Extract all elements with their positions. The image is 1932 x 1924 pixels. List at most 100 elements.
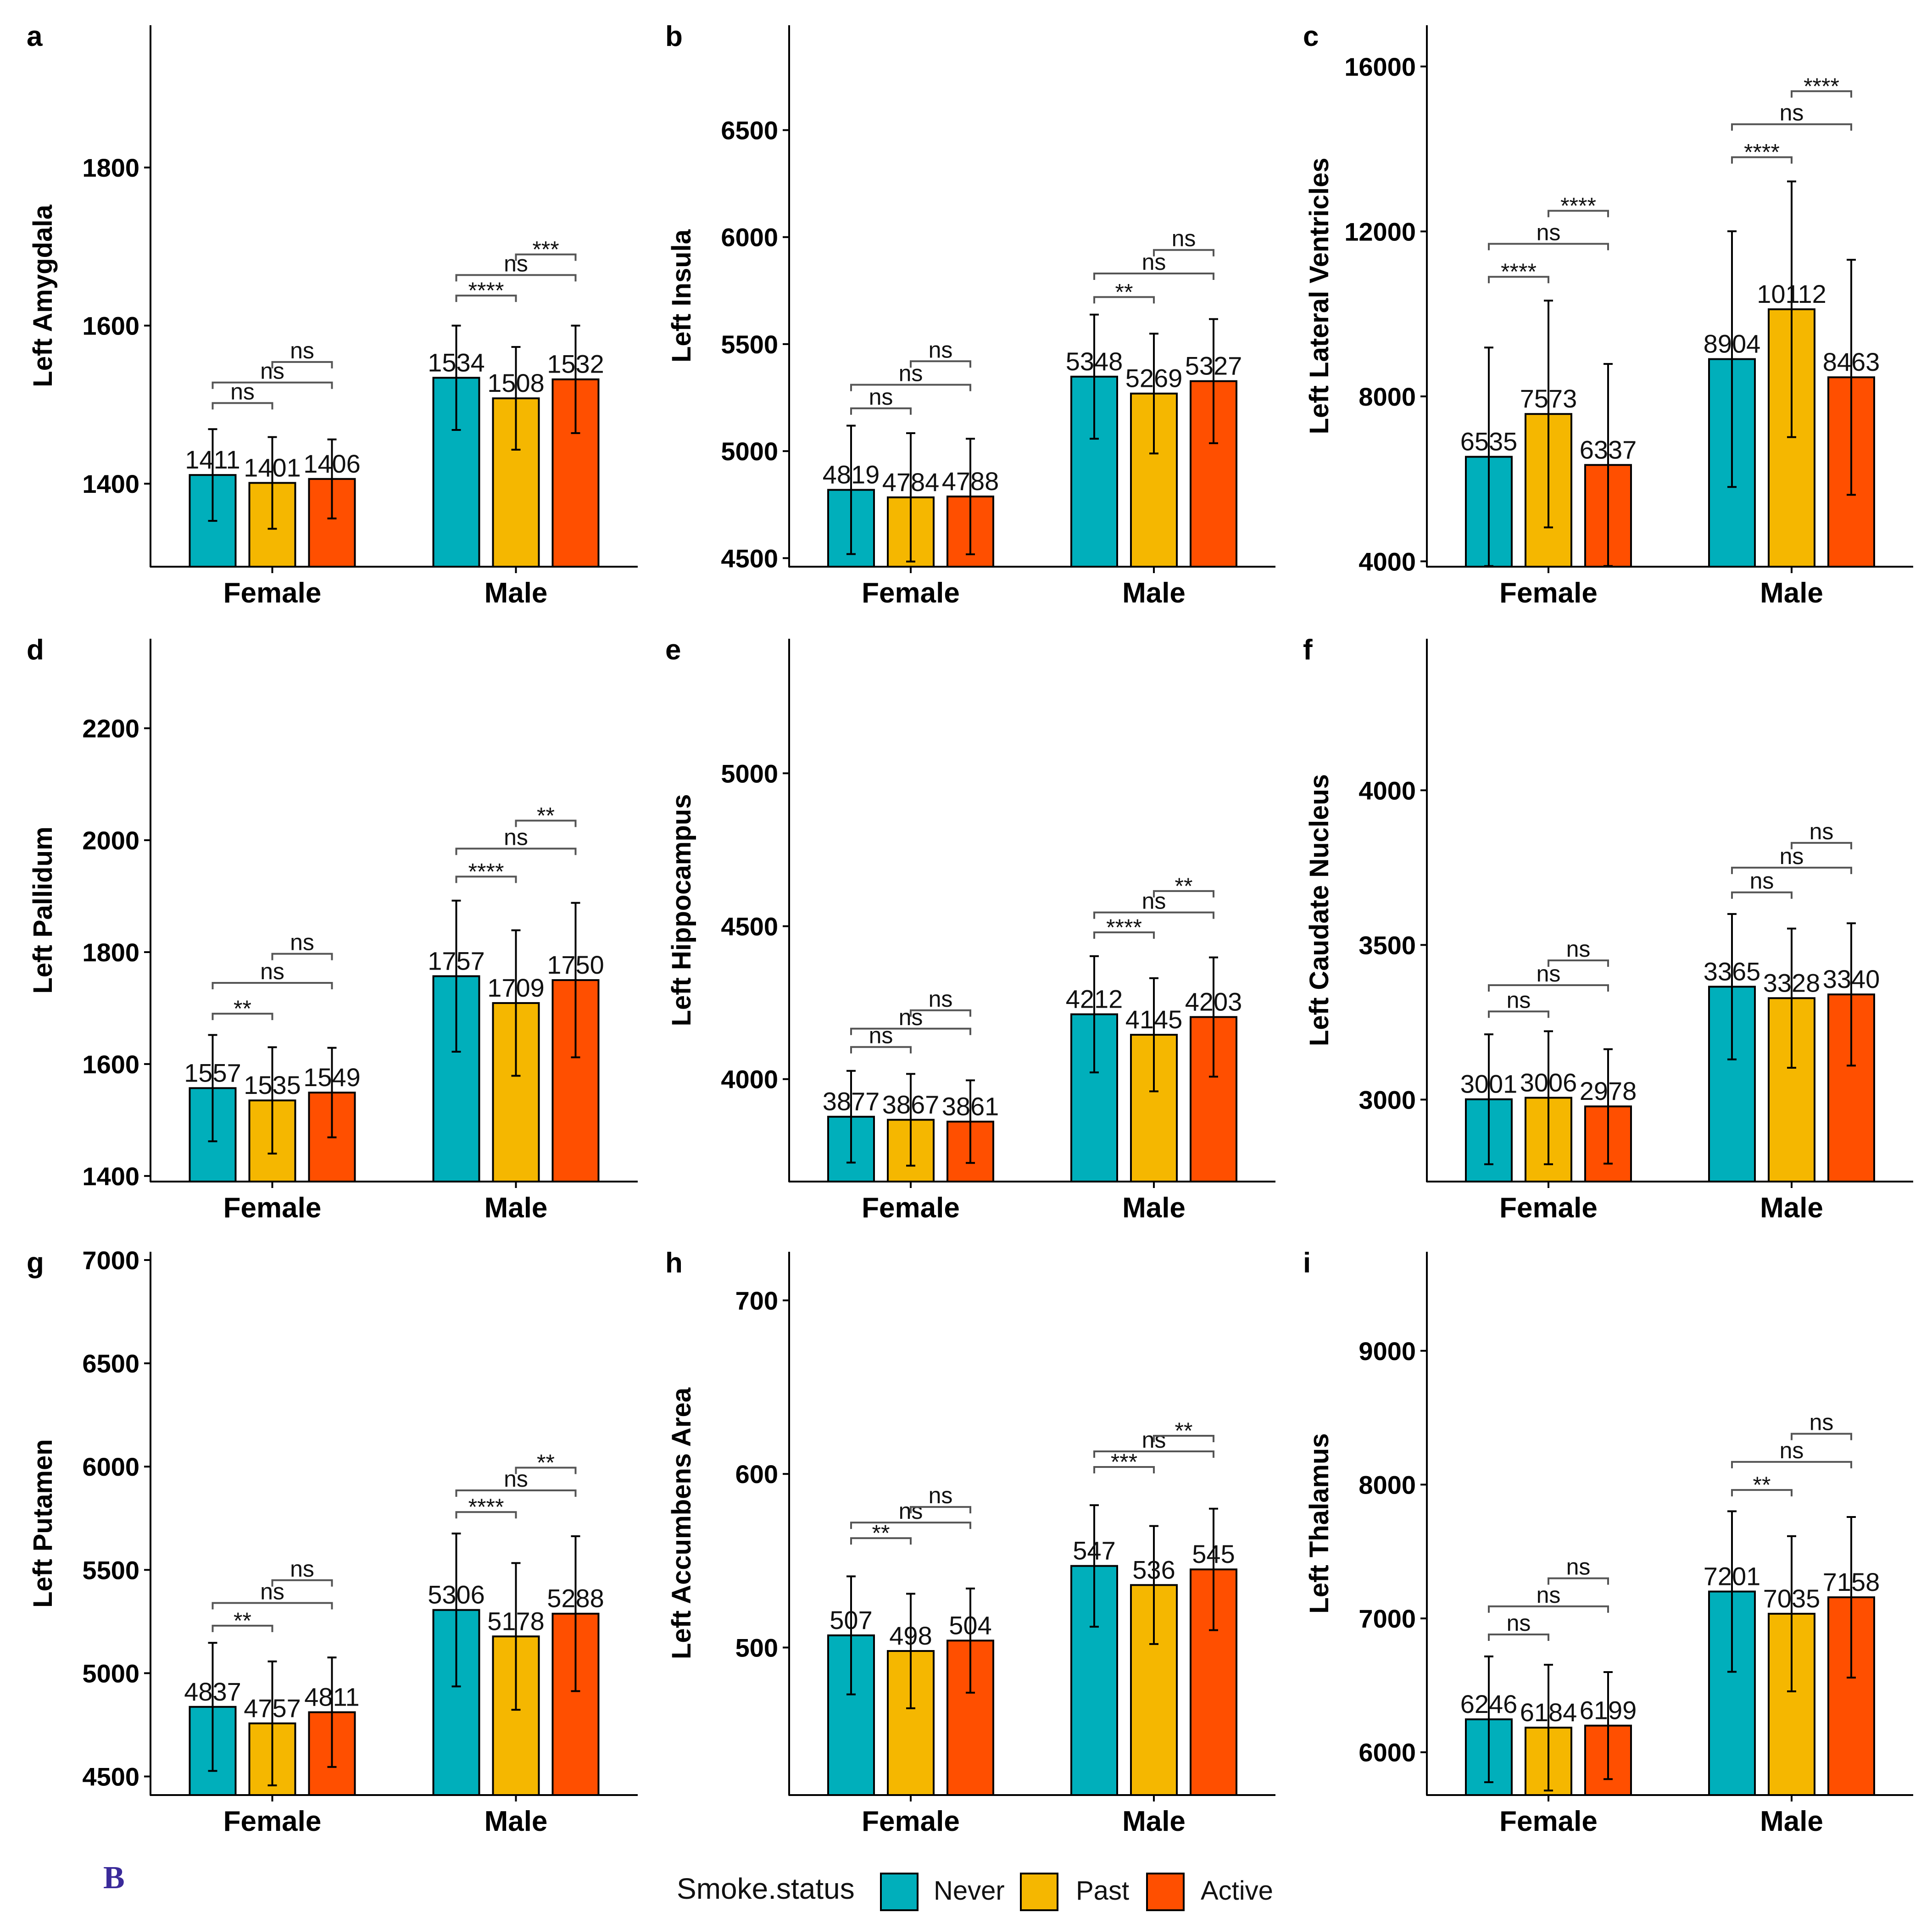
significance-bracket-a [455,274,577,282]
legend-label-never: Never [934,1876,1005,1906]
panel-label-i: i [1303,1247,1311,1279]
y-tick-label-c: 12000 [1344,217,1416,246]
data-label-f-male-past: 3328 [1763,968,1821,997]
significance-bracket-e [1093,911,1214,919]
x-tick-label-g-male: Male [484,1806,548,1837]
panel-label-f: f [1303,634,1313,666]
panel-c: c Left Lateral Ventricles 4000 8000 12000 160… [1303,21,1913,609]
data-label-e-female-active: 3861 [942,1092,999,1121]
data-label-b-female-active: 4788 [942,467,999,496]
data-label-d-male-past: 1709 [487,973,545,1002]
significance-bracket-i [1488,1605,1609,1613]
data-label-h-female-active: 504 [949,1611,991,1640]
significance-label-d: ns [290,930,314,955]
significance-bracket-f [1488,984,1609,992]
legend-label-active: Active [1201,1876,1273,1906]
significance-bracket-h [850,1537,912,1545]
significance-bracket-h [850,1522,971,1529]
data-label-c-male-past: 10112 [1757,279,1826,308]
x-tick-label-e-male: Male [1122,1192,1186,1224]
x-tick-label-b-female: Female [862,577,960,609]
significance-label-i: ** [1753,1472,1771,1498]
y-tick-label-b: 4500 [721,544,778,573]
significance-bracket-h [1093,1466,1155,1474]
y-tick-label-e: 4000 [721,1065,778,1094]
significance-label-g: ** [537,1450,555,1475]
data-label-a-female-active: 1406 [303,449,361,478]
significance-label-b: ** [1115,279,1133,305]
panel-label-d: d [27,634,44,666]
significance-bracket-i [1731,1489,1793,1497]
y-tick-label-b: 6000 [721,223,778,252]
significance-label-h: ** [872,1520,890,1546]
significance-bracket-g [212,1602,333,1610]
data-label-f-male-active: 3340 [1823,965,1880,993]
significance-bracket-d [455,848,577,855]
y-tick-label-f: 4000 [1359,776,1416,805]
x-tick-label-f-female: Female [1499,1192,1598,1224]
y-tick-label-g: 7000 [82,1246,139,1275]
data-label-a-male-active: 1532 [547,350,604,379]
significance-label-h: ns [929,1483,953,1508]
significance-label-a: **** [468,278,504,303]
data-label-c-female-past: 7573 [1520,384,1577,413]
significance-bracket-b [1093,273,1214,280]
significance-label-e: ** [1175,873,1193,899]
significance-bracket-f [1548,959,1609,967]
significance-bracket-f [1731,866,1852,874]
significance-bracket-i [1488,1634,1549,1641]
y-tick-label-e: 5000 [721,759,778,788]
y-tick-label-d: 2000 [82,826,139,855]
x-tick-label-d-male: Male [484,1192,548,1224]
data-label-e-male-never: 4212 [1066,984,1123,1013]
significance-bracket-c [1488,276,1549,284]
x-tick-label-i-female: Female [1499,1806,1598,1837]
data-label-f-female-active: 2978 [1580,1076,1637,1105]
data-label-i-female-never: 6246 [1460,1690,1518,1718]
significance-bracket-c [1548,210,1609,217]
data-label-a-male-never: 1534 [428,348,485,377]
data-label-d-female-past: 1535 [244,1071,301,1099]
significance-label-a: *** [532,237,559,262]
significance-bracket-i [1548,1577,1609,1585]
significance-label-b: ns [1172,226,1196,251]
legend-title: Smoke.status [677,1872,855,1905]
panel-label-b: b [665,21,683,52]
y-axis-title-c: Left Lateral Ventricles [1304,158,1334,435]
y-tick-label-b: 6500 [721,116,778,145]
y-tick-label-h: 600 [735,1460,778,1489]
significance-label-c: **** [1560,193,1596,218]
significance-bracket-d [455,876,517,883]
significance-label-f: ns [1507,987,1531,1013]
significance-label-h: ** [1175,1418,1193,1444]
significance-label-d: ** [234,996,251,1021]
data-label-c-male-active: 8463 [1823,347,1880,376]
y-tick-label-g: 6500 [82,1349,139,1378]
y-tick-label-e: 4500 [721,912,778,941]
data-label-a-female-never: 1411 [185,445,240,474]
data-label-a-female-past: 1401 [244,453,301,482]
significance-bracket-e [850,1046,912,1054]
significance-label-g: ns [290,1556,314,1582]
significance-label-f: ns [1566,936,1591,962]
significance-bracket-i [1791,1433,1852,1440]
data-label-e-female-never: 3877 [823,1087,880,1116]
significance-bracket-f [1488,1010,1549,1018]
data-label-i-male-never: 7201 [1704,1562,1761,1590]
legend-key-active [1146,1873,1185,1911]
data-label-g-male-past: 5178 [487,1606,545,1635]
data-label-e-female-past: 3867 [882,1090,940,1119]
significance-bracket-b [910,360,971,368]
data-label-f-female-never: 3001 [1460,1070,1518,1099]
y-axis-title-i: Left Thalamus [1304,1433,1334,1613]
data-label-b-male-past: 5269 [1125,364,1183,393]
significance-label-c: ns [1537,219,1561,245]
significance-label-e: ns [899,1004,923,1030]
y-tick-label-b: 5500 [721,330,778,359]
data-label-d-male-active: 1750 [547,950,604,979]
significance-label-d: **** [468,859,504,884]
y-tick-label-d: 1400 [82,1162,139,1191]
y-tick-label-h: 700 [735,1286,778,1315]
significance-label-i: ns [1810,1410,1834,1435]
significance-label-c: ns [1780,100,1804,126]
